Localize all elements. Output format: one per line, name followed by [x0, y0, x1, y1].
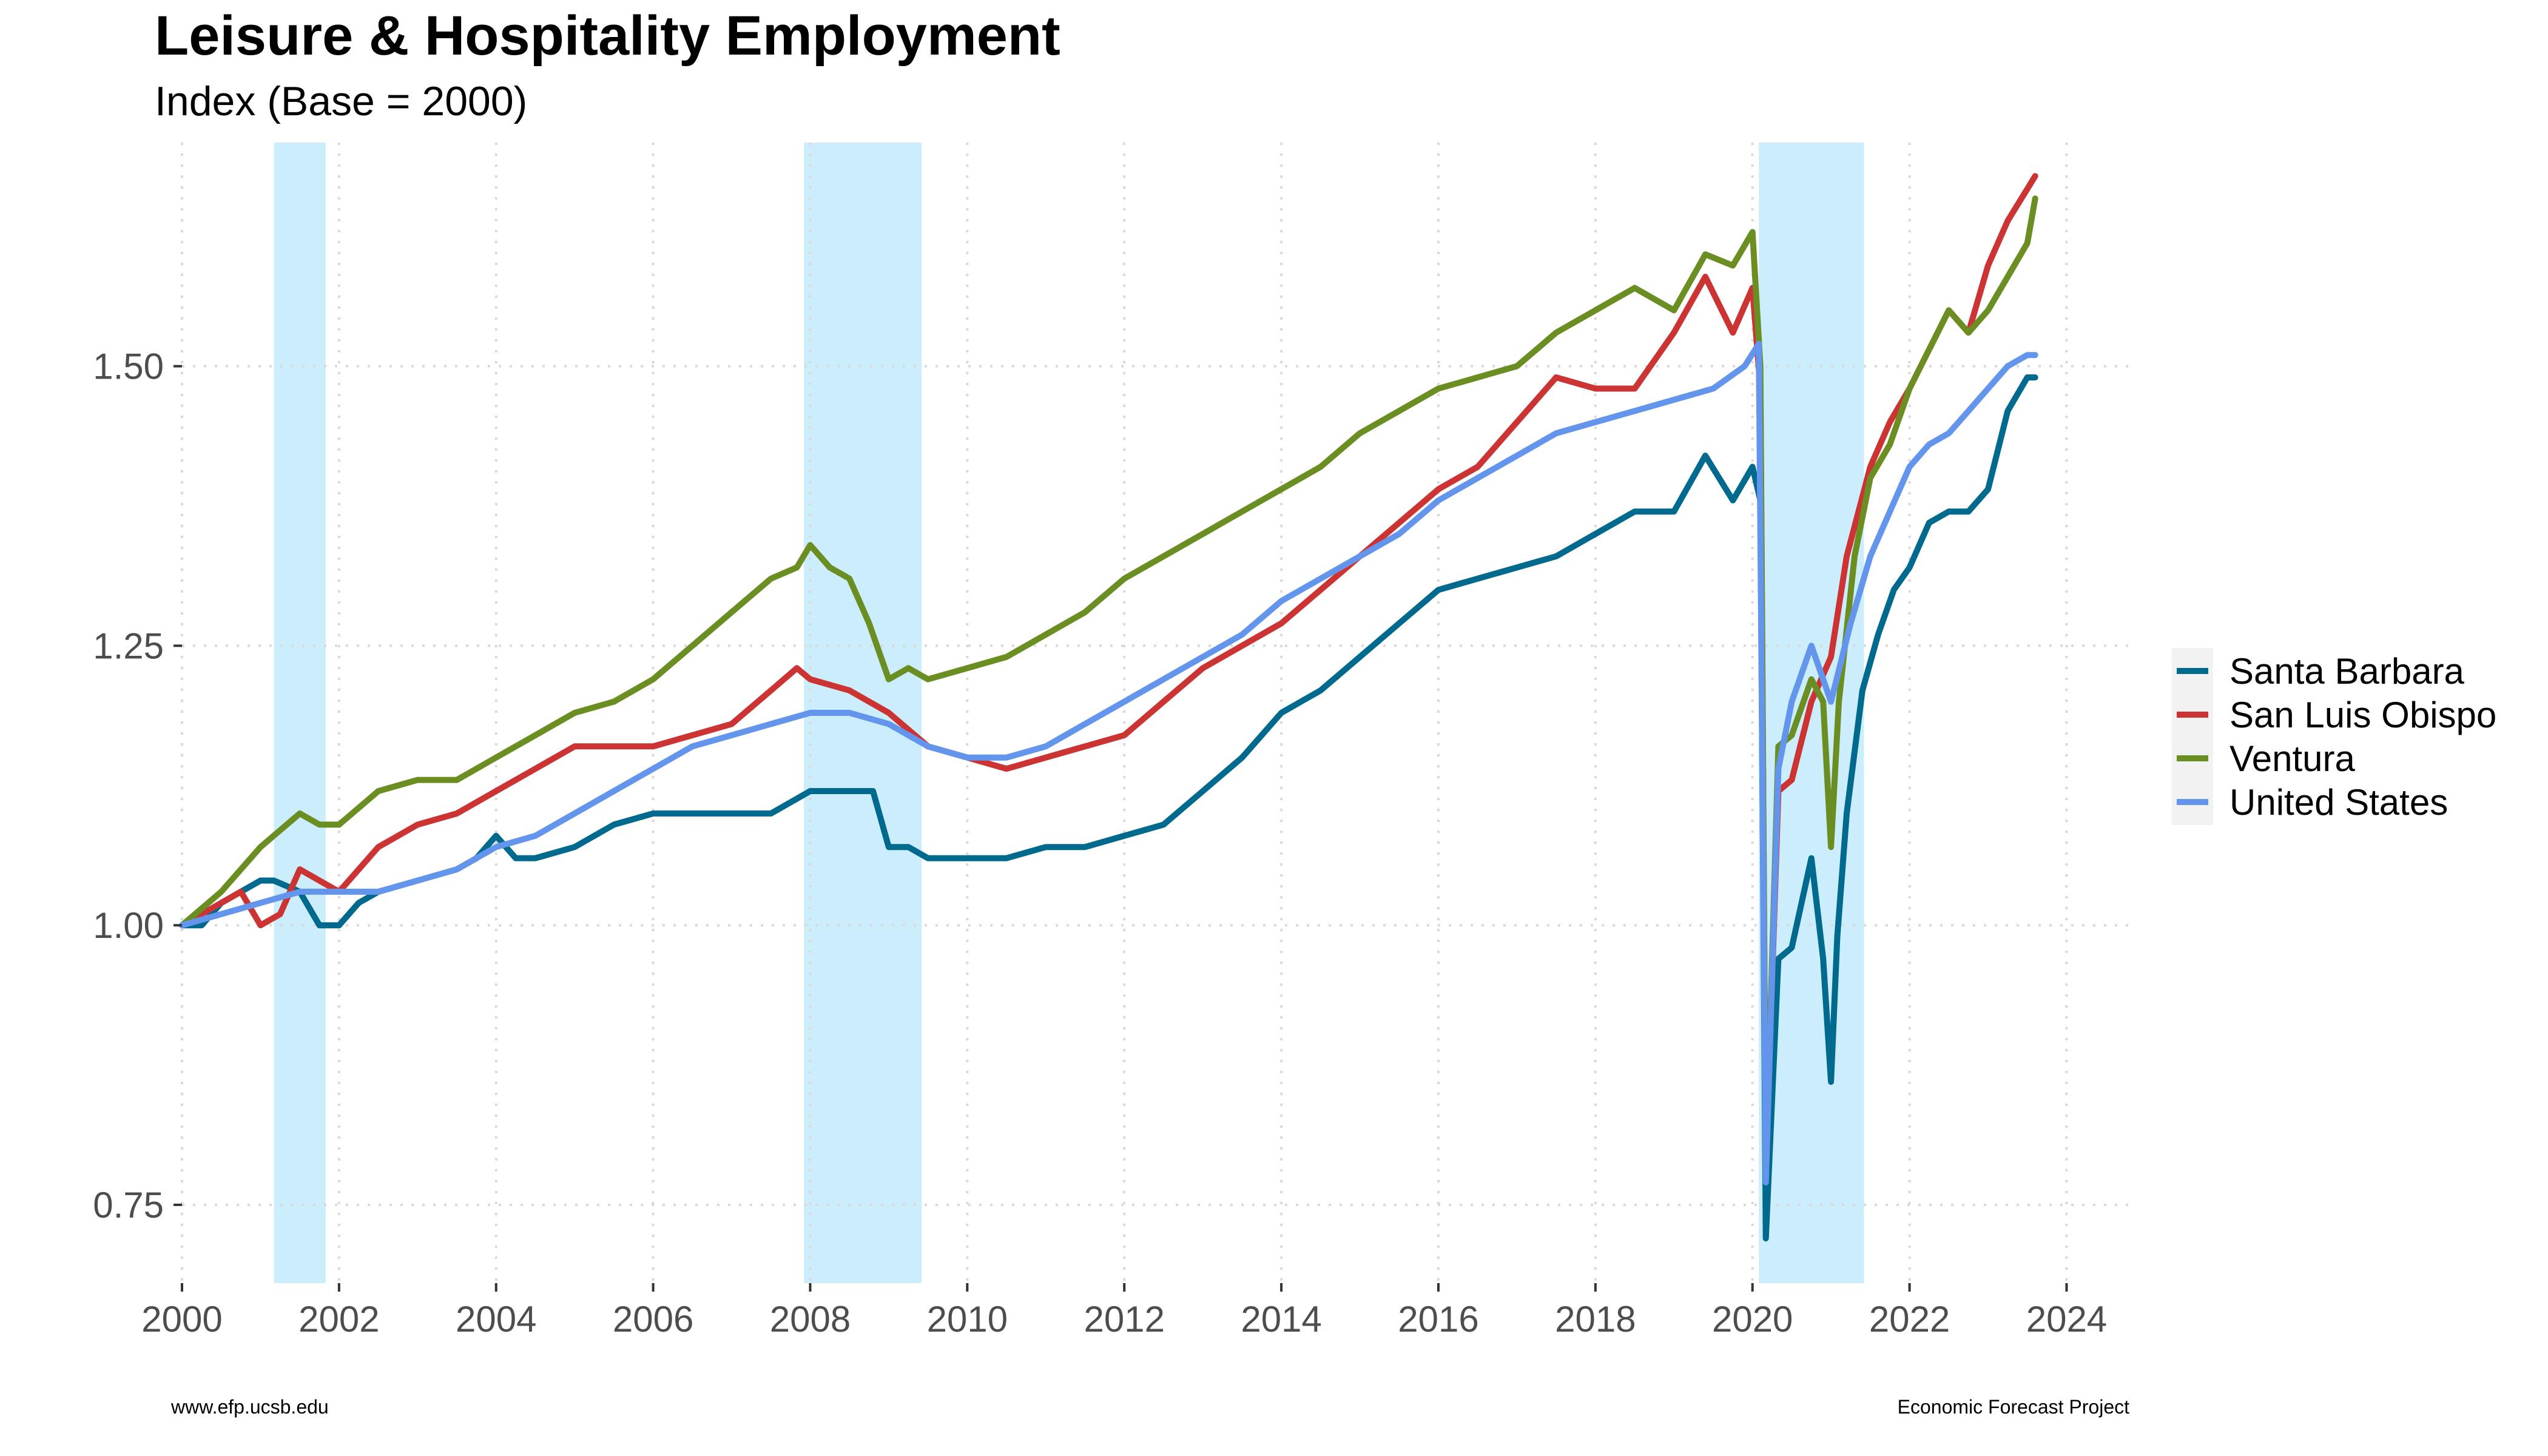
y-tick-label-0: 0.75 — [93, 1185, 164, 1225]
footer-credit: Economic Forecast Project — [1898, 1396, 2129, 1418]
x-tick-label-2018: 2018 — [1555, 1299, 1636, 1340]
x-tick-label-2020: 2020 — [1712, 1299, 1793, 1340]
legend-key-background — [2172, 648, 2213, 825]
x-tick-label-2008: 2008 — [770, 1299, 851, 1340]
chart-subtitle: Index (Base = 2000) — [155, 78, 527, 124]
axis-ticks: 2000 2002 2004 2006 2008 2010 2012 2014 2016 2018… — [93, 346, 2107, 1340]
recession-band-1 — [274, 143, 326, 1283]
series-lines — [179, 173, 2038, 1242]
x-tick-label-2006: 2006 — [613, 1299, 693, 1340]
legend-label-united-states: United States — [2230, 782, 2448, 823]
legend-label-san-luis-obispo: San Luis Obispo — [2230, 695, 2496, 735]
x-tick-label-2016: 2016 — [1398, 1299, 1478, 1340]
legend-label-ventura: Ventura — [2230, 738, 2355, 779]
series-line-san-luis-obispo — [179, 173, 2038, 1175]
series-line-ventura — [179, 195, 2038, 1175]
x-tick-label-2010: 2010 — [927, 1299, 1008, 1340]
recession-bands — [274, 143, 1864, 1283]
y-tick-label-1: 1.00 — [93, 905, 164, 946]
x-tick-label-2022: 2022 — [1869, 1299, 1950, 1340]
series-line-united-states — [179, 340, 2038, 1186]
chart-title: Leisure & Hospitality Employment — [155, 5, 1060, 67]
x-tick-label-2000: 2000 — [141, 1299, 222, 1340]
x-tick-label-2024: 2024 — [2026, 1299, 2107, 1340]
x-tick-label-2004: 2004 — [456, 1299, 536, 1340]
legend-label-santa-barbara: Santa Barbara — [2230, 651, 2465, 692]
y-tick-label-3: 1.50 — [93, 346, 164, 387]
gridlines — [181, 143, 2129, 1283]
x-tick-label-2014: 2014 — [1241, 1299, 1321, 1340]
x-tick-label-2002: 2002 — [298, 1299, 379, 1340]
footer-source-url: www.efp.ucsb.edu — [170, 1396, 329, 1418]
y-tick-label-2: 1.25 — [93, 625, 164, 666]
x-tick-label-2012: 2012 — [1084, 1299, 1164, 1340]
